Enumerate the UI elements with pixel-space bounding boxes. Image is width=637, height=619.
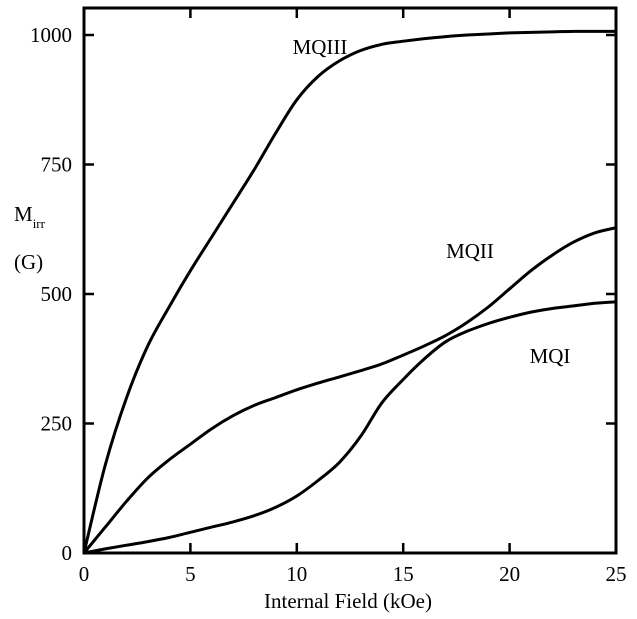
y-axis-title-sub: irr [33, 216, 46, 231]
axis-ticks [82, 8, 618, 555]
x-tick-label: 5 [185, 562, 196, 586]
series-line-mqi [82, 300, 618, 555]
y-tick-label: 0 [62, 541, 73, 565]
series-label-mqiii: MQIII [293, 35, 348, 59]
y-tick-label: 250 [41, 412, 73, 436]
y-tick-label: 1000 [30, 23, 72, 47]
series-labels: MQIII MQII MQI [293, 35, 571, 368]
series-label-mqii: MQII [446, 239, 494, 263]
svg-text:Mirr: Mirr [14, 202, 46, 231]
y-axis-title-main: M [14, 202, 33, 226]
y-axis-title: Mirr (G) [14, 202, 46, 274]
x-tick-label: 25 [606, 562, 627, 586]
plot-frame [82, 6, 618, 555]
x-axis-title: Internal Field (kOe) [264, 589, 432, 613]
series-line-mqiii [82, 29, 618, 555]
y-axis-title-unit: (G) [14, 250, 43, 274]
y-tick-label: 500 [41, 282, 73, 306]
y-tick-label: 750 [41, 153, 73, 177]
x-tick-label: 15 [393, 562, 414, 586]
series-label-mqi: MQI [530, 344, 571, 368]
series-line-mqii [82, 226, 618, 555]
x-tick-label: 20 [499, 562, 520, 586]
x-tick-label: 0 [79, 562, 90, 586]
x-tick-label: 10 [286, 562, 307, 586]
data-series [82, 29, 618, 555]
